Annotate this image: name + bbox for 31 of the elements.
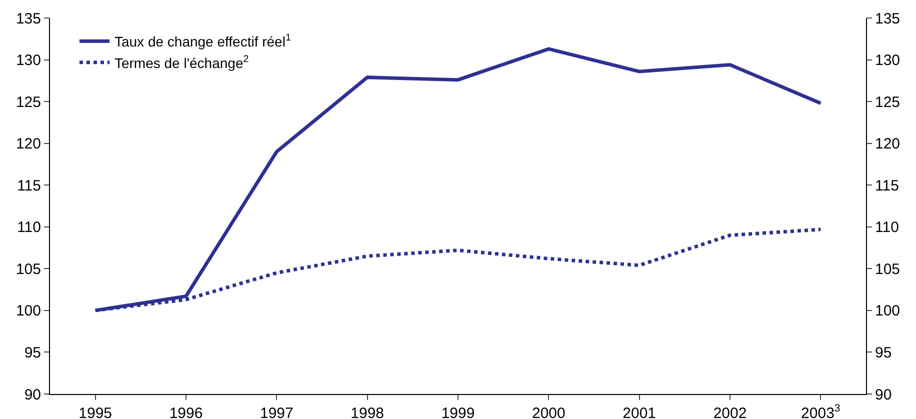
y-tick-label: 105 [16,260,41,278]
y2-tick-label: 135 [875,10,900,28]
x-tick-label: 2002 [713,405,747,419]
y2-tick-label: 95 [875,344,892,362]
y2-tick-label: 90 [875,386,892,404]
x-tick-label: 1998 [350,405,384,419]
y2-tick-label: 110 [875,219,899,236]
y2-tick-label: 105 [875,260,900,278]
y-tick-label: 110 [17,219,41,236]
x-tick-label: 2000 [532,405,566,419]
y-tick-label: 135 [16,10,41,28]
x-tick-label: 1995 [78,405,112,419]
legend-label: Taux de change effectif réel$^{1}$ [114,32,291,50]
legend-label: Termes de l'échange$^{2}$ [114,54,249,71]
x-tick-label: 2001 [622,405,656,419]
x-tick-label: 2003$^{3}$ [801,402,840,419]
y-tick-label: 100 [16,302,41,320]
y-tick-label: 115 [17,177,41,194]
y2-tick-label: 130 [875,52,900,70]
y2-tick-label: 120 [875,136,900,153]
y2-tick-label: 125 [875,94,900,111]
y-tick-label: 120 [16,136,41,153]
y2-tick-label: 115 [875,177,899,194]
x-tick-label: 1999 [441,405,475,419]
y-tick-label: 95 [24,344,41,362]
x-tick-label: 1997 [260,405,294,419]
y-tick-label: 90 [24,386,41,404]
y-tick-label: 125 [16,94,41,111]
y2-tick-label: 100 [875,302,900,320]
x-tick-label: 1996 [169,405,203,419]
y-tick-label: 130 [16,52,41,70]
